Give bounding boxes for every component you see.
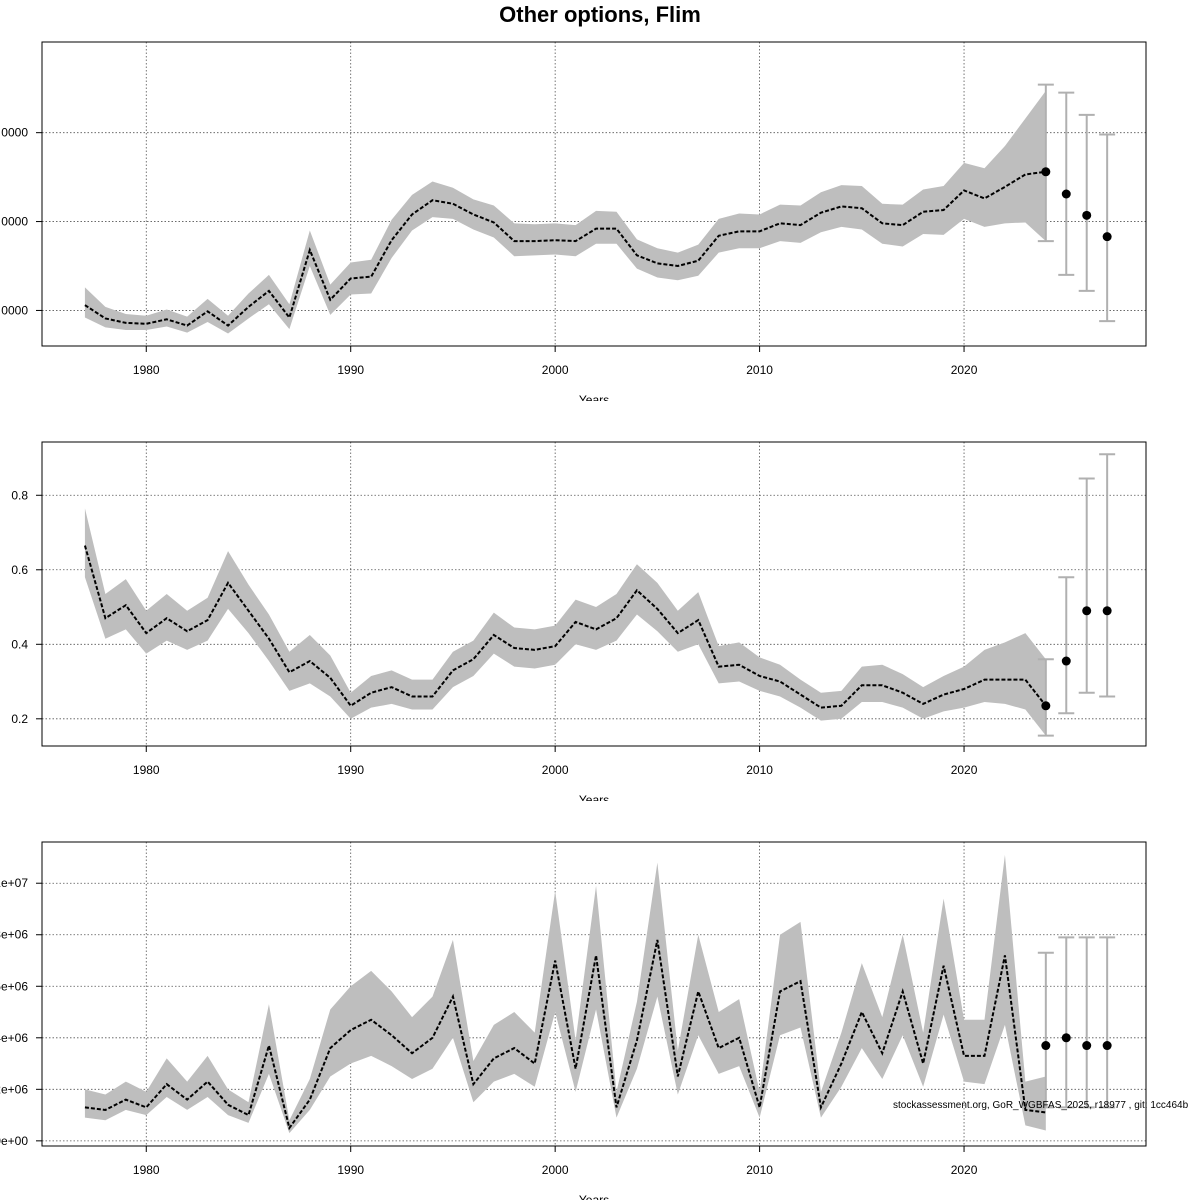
confidence-band [84, 854, 1046, 1134]
y-tick-label: 0000 [1, 303, 28, 317]
y-tick-label: 4e+06 [0, 1031, 28, 1045]
projection-point [1041, 701, 1051, 711]
confidence-band [84, 508, 1046, 736]
estimate-line [83, 545, 1047, 709]
plot-area [84, 854, 1116, 1134]
y-tick-label: 0000 [1, 215, 28, 229]
x-axis-label: Years [579, 1193, 609, 1200]
panel-middle: 1980 1990 2000 2010 2020 0.2 0.4 0.6 0.8 Years [11, 441, 1147, 807]
plot-frame [41, 41, 1147, 347]
plot-area [83, 453, 1116, 737]
estimate-line [84, 170, 1046, 327]
x-tick-label: 2010 [746, 1163, 773, 1177]
y-tick-label: 0.4 [11, 637, 28, 651]
credit-text: stockassessment.org, GoR_WGBFAS_2025, r1… [893, 1100, 1189, 1111]
plot-area [84, 83, 1116, 334]
y-tick-label: 0.8 [11, 488, 28, 502]
plot-frame [41, 841, 1147, 1147]
projection-point [1102, 1041, 1112, 1051]
x-axis-label: Years [579, 393, 609, 407]
x-tick-label: 2000 [542, 363, 569, 377]
chart-title: Other options, Flim [499, 2, 701, 27]
y-tick-label: 6e+06 [0, 979, 28, 993]
x-tick-label: 1990 [337, 363, 364, 377]
y-tick-label: 2e+06 [0, 1082, 28, 1096]
confidence-band [84, 90, 1046, 334]
x-tick-label: 1990 [337, 763, 364, 777]
panel-top: 1980 1990 2000 2010 2020 0000 0000 0000 Years [1, 41, 1147, 407]
x-tick-label: 2000 [542, 1163, 569, 1177]
x-axis-label: Years [579, 793, 609, 807]
projection-point [1082, 606, 1092, 616]
y-tick-label: 0.2 [11, 712, 28, 726]
x-tick-label: 1990 [337, 1163, 364, 1177]
y-tick-label: 0.6 [11, 563, 28, 577]
plot-frame [41, 441, 1147, 747]
x-tick-label: 2000 [542, 763, 569, 777]
estimate-line [84, 939, 1046, 1131]
panel-bottom: 1980 1990 2000 2010 2020 0e+00 2e+06 4e+06 6e+06… [0, 841, 1147, 1200]
projection-point [1061, 656, 1071, 666]
x-tick-label: 2010 [746, 363, 773, 377]
projection-point [1041, 167, 1051, 177]
projection-point [1102, 606, 1112, 616]
projection-point [1061, 189, 1071, 199]
x-tick-label: 2010 [746, 763, 773, 777]
y-tick-label: 0e+00 [0, 1134, 28, 1148]
projection-point [1041, 1041, 1051, 1051]
projection-point [1102, 232, 1112, 242]
y-tick-label: 1e+07 [0, 876, 28, 890]
projection-point [1061, 1033, 1071, 1043]
x-tick-label: 2020 [951, 363, 978, 377]
x-tick-label: 1980 [133, 1163, 160, 1177]
x-tick-label: 1980 [133, 763, 160, 777]
y-tick-label: 0000 [1, 126, 28, 140]
x-tick-label: 1980 [133, 363, 160, 377]
x-tick-label: 2020 [951, 1163, 978, 1177]
projection-point [1082, 210, 1092, 220]
y-tick-label: 8e+06 [0, 928, 28, 942]
projection-point [1082, 1041, 1092, 1051]
x-tick-label: 2020 [951, 763, 978, 777]
